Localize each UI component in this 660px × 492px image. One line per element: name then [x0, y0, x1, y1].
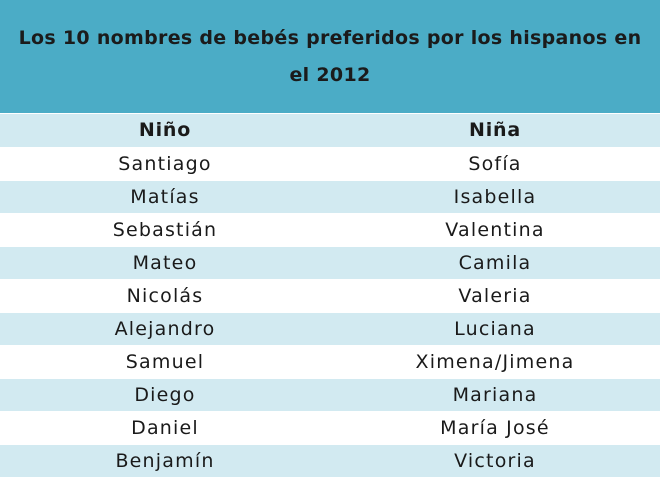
boy-name-cell: Alejandro	[0, 312, 330, 346]
boy-name-cell: Matías	[0, 180, 330, 214]
boy-name-cell: Mateo	[0, 246, 330, 280]
table-row: Santiago Sofía	[0, 147, 660, 181]
boy-name-cell: Santiago	[0, 147, 330, 181]
table-row: Samuel Ximena/Jimena	[0, 345, 660, 379]
table-row: Diego Mariana	[0, 378, 660, 412]
girl-name-cell: Mariana	[330, 378, 660, 412]
table-title: Los 10 nombres de bebés preferidos por l…	[18, 26, 642, 86]
boy-name-cell: Benjamín	[115, 449, 215, 472]
boy-name-cell: Nicolás	[0, 279, 330, 313]
table-row: Nicolás Valeria	[0, 279, 660, 313]
names-table: Niño Niña Santiago Sofía Matías Isabella…	[0, 114, 660, 477]
boy-name-cell: Samuel	[0, 345, 330, 379]
boy-name-cell: Diego	[0, 378, 330, 412]
table-row: Matías Isabella	[0, 180, 660, 214]
table-row: Daniel María José	[0, 411, 660, 445]
table-row: Benjamín Victoria	[0, 444, 660, 477]
table-row: Sebastián Valentina	[0, 213, 660, 247]
table-row: Alejandro Luciana	[0, 312, 660, 346]
boy-name-cell: Sebastián	[0, 213, 330, 247]
girl-name-cell: Luciana	[330, 312, 660, 346]
girl-name-cell: Sofía	[330, 147, 660, 181]
boy-name-cell: Daniel	[0, 411, 330, 445]
girl-name-cell: Isabella	[330, 180, 660, 214]
names-table-body: Santiago Sofía Matías Isabella Sebastián…	[0, 147, 660, 477]
table-title-bar: Los 10 nombres de bebés preferidos por l…	[0, 0, 660, 114]
girl-name-cell: Valentina	[330, 213, 660, 247]
table-row: Mateo Camila	[0, 246, 660, 280]
column-header-boys: Niño	[0, 114, 330, 148]
girl-name-cell: María José	[330, 411, 660, 445]
girl-name-cell: Victoria	[454, 449, 536, 472]
column-header-girls: Niña	[330, 114, 660, 148]
girl-name-cell: Ximena/Jimena	[330, 345, 660, 379]
girl-name-cell: Valeria	[330, 279, 660, 313]
column-header-row: Niño Niña	[0, 114, 660, 148]
girl-name-cell: Camila	[330, 246, 660, 280]
